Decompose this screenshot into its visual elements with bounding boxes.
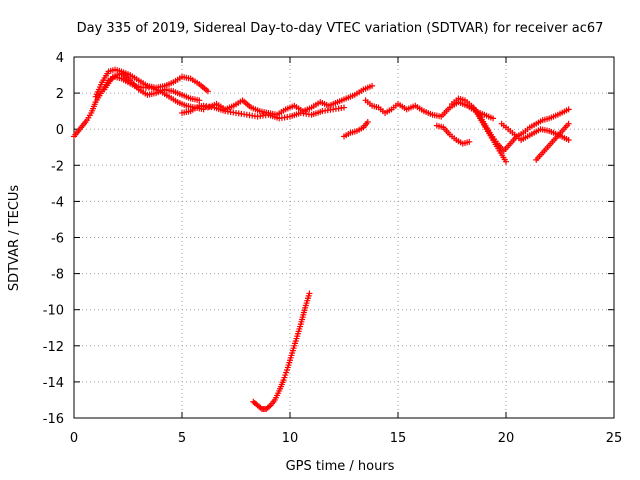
series-trace-13 — [250, 290, 313, 412]
data-point — [490, 115, 497, 122]
x-axis-label: GPS time / hours — [286, 459, 395, 474]
data-point — [364, 118, 371, 125]
y-tick-label: -4 — [51, 195, 64, 210]
series-trace-6 — [341, 118, 371, 140]
data-point — [196, 97, 203, 104]
y-tick-label: -14 — [43, 376, 64, 391]
y-tick-label: 4 — [56, 51, 64, 66]
y-tick-label: -6 — [51, 232, 64, 247]
series-trace-3 — [101, 70, 203, 104]
x-tick-label: 20 — [498, 431, 515, 446]
series-trace-4 — [179, 82, 376, 118]
series-trace-10 — [470, 104, 509, 165]
data-points — [71, 66, 572, 412]
x-tick-label: 0 — [70, 431, 78, 446]
y-tick-label: -8 — [51, 268, 64, 283]
data-point — [369, 82, 376, 89]
x-tick-label: 10 — [282, 431, 299, 446]
series-trace-8 — [433, 122, 473, 147]
grid-lines — [74, 57, 614, 418]
x-tick-label: 25 — [606, 431, 623, 446]
data-point — [565, 137, 572, 144]
y-tick-label: -16 — [43, 412, 64, 427]
x-tick-label: 15 — [390, 431, 407, 446]
chart-title: Day 335 of 2019, Sidereal Day-to-day VTE… — [77, 21, 604, 36]
series-trace-5 — [200, 102, 347, 122]
data-point — [341, 104, 347, 111]
y-tick-label: 0 — [56, 123, 64, 138]
y-tick-label: -10 — [43, 304, 64, 319]
data-point — [503, 158, 509, 165]
x-tick-label: 5 — [178, 431, 186, 446]
data-point — [466, 138, 473, 145]
y-axis-label: SDTVAR / TECUs — [7, 185, 22, 292]
data-point — [204, 88, 211, 95]
data-point — [306, 290, 313, 297]
series-trace-11 — [498, 120, 572, 144]
data-point — [565, 106, 572, 113]
y-tick-label: -12 — [43, 340, 64, 355]
y-tick-label: 2 — [56, 87, 64, 102]
series-trace-12 — [533, 120, 572, 163]
y-tick-label: -2 — [51, 159, 64, 174]
data-point — [565, 120, 572, 127]
